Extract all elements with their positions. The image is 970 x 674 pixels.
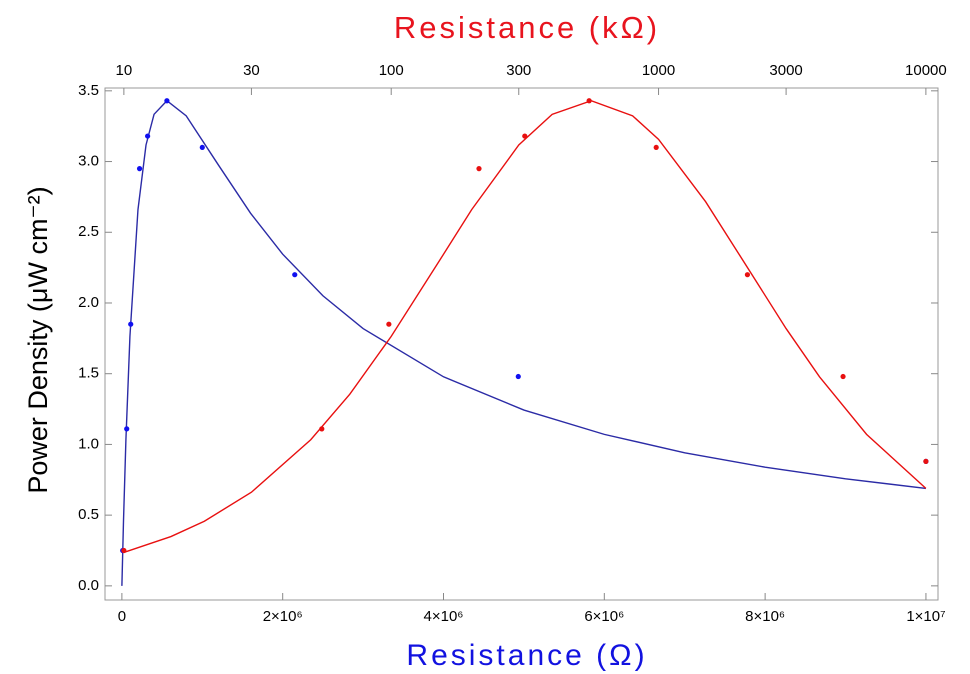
y-tick-label: 1.0: [78, 435, 99, 452]
data-point: [124, 426, 130, 432]
data-point: [128, 321, 134, 327]
y-tick-label: 0.0: [78, 577, 99, 594]
x-tick-label: 2×10⁶: [263, 608, 303, 625]
x-tick-label: 1×10⁷: [906, 608, 945, 625]
x2-tick-label: 10000: [905, 62, 947, 79]
y-tick-label: 0.5: [78, 506, 99, 523]
y-tick-label: 3.5: [78, 82, 99, 99]
x2-tick-label: 30: [243, 62, 260, 79]
x2-tick-label: 3000: [769, 62, 802, 79]
y-axis-title: Power Density (μW cm⁻²): [23, 186, 53, 493]
data-point: [199, 144, 205, 151]
data-point: [744, 272, 751, 278]
data-point: [136, 166, 143, 172]
data-point: [923, 458, 929, 464]
data-point: [840, 373, 846, 380]
y-tick-label: 3.0: [78, 153, 99, 170]
data-point: [319, 426, 325, 432]
data-point: [476, 166, 482, 172]
data-point: [145, 133, 151, 139]
x-tick-label: 4×10⁶: [424, 608, 464, 625]
top-axis-title: Resistance (kΩ): [394, 10, 660, 45]
data-point: [292, 272, 298, 278]
y-tick-label: 2.0: [78, 294, 99, 311]
x-tick-label: 0: [118, 608, 126, 625]
x2-tick-label: 1000: [642, 62, 675, 79]
data-point: [586, 98, 592, 104]
data-point: [515, 373, 521, 380]
fit-curve: [121, 99, 927, 586]
x-tick-label: 8×10⁶: [745, 608, 785, 625]
data-point: [386, 321, 392, 327]
data-point: [522, 133, 528, 139]
x2-tick-label: 10: [116, 62, 133, 79]
data-point: [653, 144, 659, 151]
data-point: [164, 98, 170, 104]
y-tick-label: 2.5: [78, 223, 99, 240]
plot-frame: [104, 87, 939, 601]
fit-curve: [123, 99, 927, 554]
data-point: [121, 547, 127, 554]
x-tick-label: 6×10⁶: [584, 608, 624, 625]
x2-tick-label: 300: [506, 62, 531, 79]
y-tick-label: 1.5: [78, 365, 99, 382]
bottom-axis-title: Resistance (Ω): [406, 639, 647, 672]
x2-tick-label: 100: [379, 62, 404, 79]
